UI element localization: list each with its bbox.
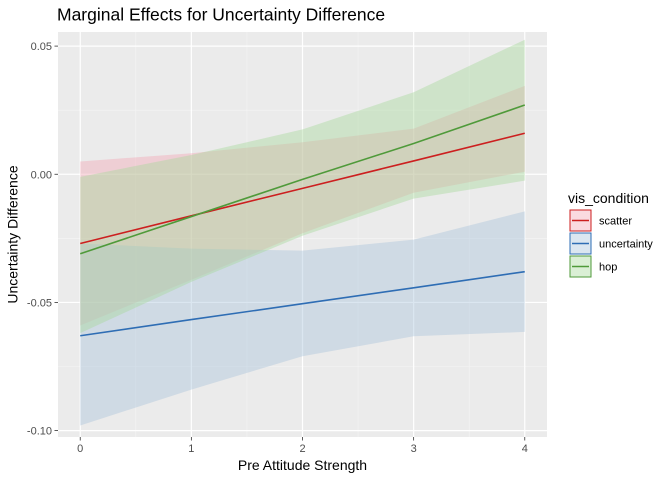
y-axis: -0.10 -0.05 0.00 0.05 (27, 41, 58, 438)
y-tick-label: -0.10 (27, 426, 52, 438)
x-tick-label: 4 (522, 443, 528, 455)
y-tick-label: 0.00 (31, 169, 52, 181)
major-gridlines (58, 32, 547, 437)
legend-title: vis_condition (568, 190, 649, 206)
y-tick-label: -0.05 (27, 297, 52, 309)
chart-title: Marginal Effects for Uncertainty Differe… (57, 5, 385, 25)
y-axis-title: Uncertainty Difference (5, 165, 21, 303)
ribbon-uncertainty (80, 211, 525, 426)
line-hop (79, 104, 526, 255)
x-tick-label: 1 (188, 443, 194, 455)
legend: vis_condition scatter uncertainty hop (568, 190, 653, 278)
line-scatter (80, 132, 525, 245)
ribbon-scatter (80, 85, 525, 326)
y-tick-label: 0.05 (31, 41, 52, 53)
confidence-ribbons (80, 39, 525, 426)
legend-label-uncertainty: uncertainty (599, 239, 653, 251)
series-lines (79, 104, 526, 337)
line-uncertainty (80, 270, 525, 337)
x-tick-label: 3 (411, 443, 417, 455)
x-axis-title: Pre Attitude Strength (238, 457, 367, 473)
x-tick-label: 2 (299, 443, 305, 455)
legend-label-scatter: scatter (599, 216, 632, 228)
ribbon-hop (80, 39, 525, 334)
x-axis: 0 1 2 3 4 (77, 437, 528, 455)
x-tick-label: 0 (77, 443, 83, 455)
legend-label-hop: hop (599, 262, 617, 274)
